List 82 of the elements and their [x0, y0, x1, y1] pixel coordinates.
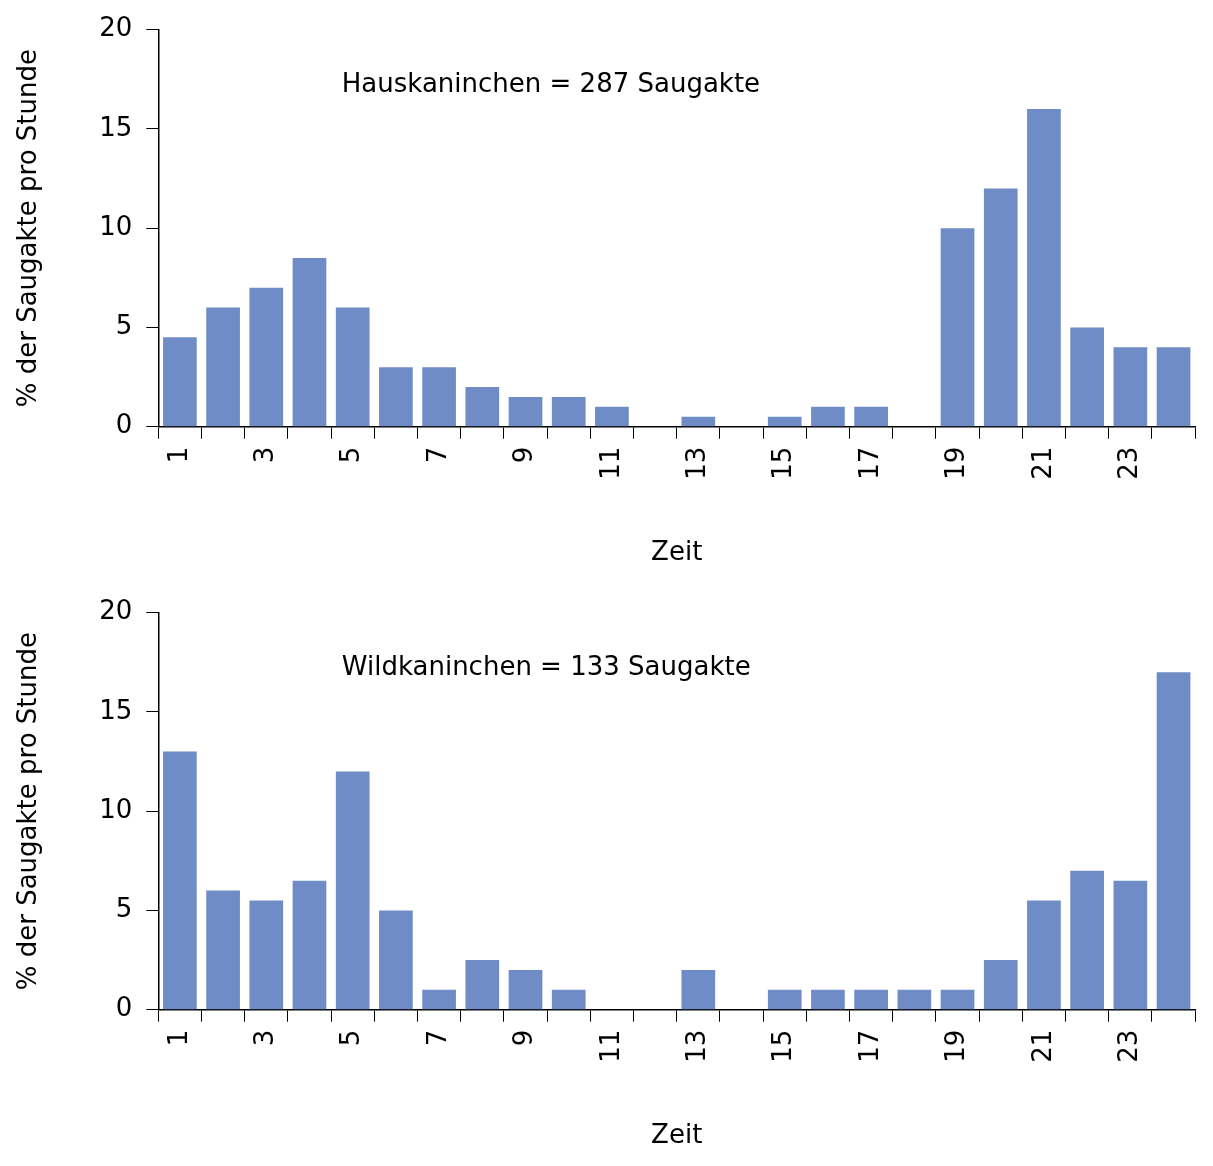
x-axis-title: Zeit: [651, 1119, 703, 1150]
y-tick-label: 20: [99, 595, 133, 626]
bar: [206, 307, 240, 427]
x-tick-label: 11: [594, 446, 625, 480]
bar: [335, 307, 370, 427]
bar: [681, 416, 716, 427]
y-tick-label: 10: [99, 793, 133, 824]
y-tick-label: 5: [115, 310, 133, 341]
x-tick-label: 1: [162, 1029, 193, 1047]
x-tick-label: 13: [681, 1029, 712, 1063]
y-axis-title: % der Saugakte pro Stunde: [12, 49, 43, 408]
bar: [163, 337, 197, 427]
x-tick-label: 19: [940, 1029, 971, 1063]
x-tick-label: 19: [940, 446, 971, 480]
bar: [508, 396, 543, 427]
bar: [1113, 880, 1148, 1010]
x-tick-label: 11: [594, 1029, 625, 1063]
bar: [811, 406, 845, 427]
x-tick-label: 3: [249, 1029, 280, 1047]
x-tick-label: 21: [1026, 1029, 1057, 1063]
bar: [811, 989, 845, 1010]
bar: [379, 367, 413, 427]
bar: [940, 228, 975, 427]
bar: [551, 989, 586, 1010]
y-axis-title: % der Saugakte pro Stunde: [12, 632, 43, 991]
x-tick-label: 7: [421, 446, 452, 464]
bar: [379, 910, 413, 1010]
bar: [854, 989, 888, 1010]
bar: [940, 989, 975, 1010]
bar: [422, 367, 456, 427]
bar: [1113, 347, 1148, 427]
bar: [1027, 900, 1061, 1010]
bar: [292, 880, 327, 1010]
bar: [465, 387, 500, 427]
bar: [249, 287, 284, 427]
bar: [854, 406, 888, 427]
x-tick-label: 21: [1026, 446, 1057, 480]
y-tick-label: 0: [115, 992, 133, 1023]
bar: [335, 771, 370, 1010]
x-tick-label: 7: [421, 1029, 452, 1047]
bar: [551, 396, 586, 427]
bar: [983, 188, 1018, 427]
bar: [1156, 347, 1191, 427]
x-tick-label: 15: [767, 1029, 798, 1063]
x-tick-label: 5: [335, 1029, 366, 1047]
bar: [767, 416, 802, 427]
x-tick-label: 1: [162, 446, 193, 464]
x-tick-label: 23: [1113, 446, 1144, 480]
x-tick-label: 13: [681, 446, 712, 480]
y-tick-label: 15: [99, 694, 133, 725]
x-tick-label: 9: [508, 1029, 539, 1047]
y-tick-label: 20: [99, 12, 133, 43]
x-tick-label: 3: [249, 446, 280, 464]
bar: [508, 970, 543, 1010]
bar: [897, 989, 932, 1010]
bar: [422, 989, 456, 1010]
bar: [681, 970, 716, 1010]
x-axis-title: Zeit: [651, 536, 703, 567]
x-tick-label: 23: [1113, 1029, 1144, 1063]
bar: [1156, 672, 1191, 1010]
bar: [292, 257, 327, 427]
bar: [983, 960, 1018, 1010]
x-tick-label: 17: [853, 1029, 884, 1063]
bar: [767, 989, 802, 1010]
x-tick-label: 17: [853, 446, 884, 480]
bar: [465, 960, 500, 1010]
bar: [163, 751, 197, 1010]
bar: [249, 900, 284, 1010]
bar: [206, 890, 240, 1010]
bar: [595, 406, 629, 427]
annotation: Hauskaninchen = 287 Saugakte: [341, 67, 761, 98]
y-tick-label: 15: [99, 111, 133, 142]
y-tick-label: 0: [115, 409, 133, 440]
x-tick-label: 5: [335, 446, 366, 464]
x-tick-label: 15: [767, 446, 798, 480]
x-tick-label: 9: [508, 446, 539, 464]
bar: [1070, 327, 1104, 427]
bar: [1027, 109, 1061, 427]
y-tick-label: 5: [115, 893, 133, 924]
y-tick-label: 10: [99, 210, 133, 241]
bar: [1070, 870, 1104, 1010]
annotation: Wildkaninchen = 133 Saugakte: [341, 650, 751, 681]
